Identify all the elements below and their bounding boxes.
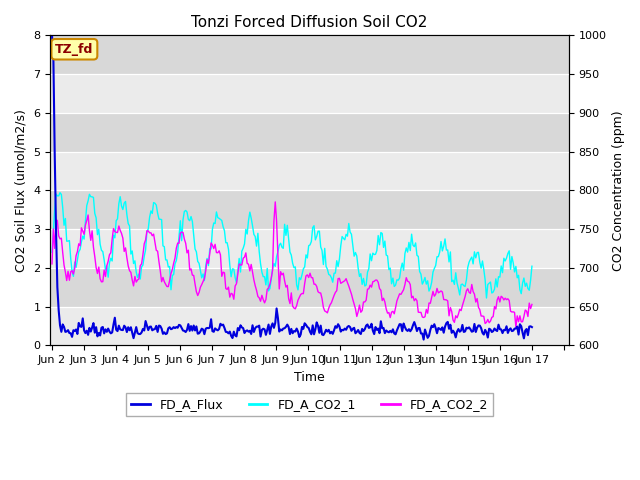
Bar: [51, 152, 569, 190]
Bar: [51, 268, 569, 307]
Bar: [51, 113, 569, 152]
Bar: [51, 74, 569, 113]
X-axis label: Time: Time: [294, 371, 325, 384]
Title: Tonzi Forced Diffusion Soil CO2: Tonzi Forced Diffusion Soil CO2: [191, 15, 428, 30]
Y-axis label: CO2 Concentration (ppm): CO2 Concentration (ppm): [612, 110, 625, 271]
Legend: FD_A_Flux, FD_A_CO2_1, FD_A_CO2_2: FD_A_Flux, FD_A_CO2_1, FD_A_CO2_2: [126, 394, 493, 417]
Bar: [51, 229, 569, 268]
Bar: [51, 190, 569, 229]
Bar: [51, 307, 569, 345]
Text: TZ_fd: TZ_fd: [55, 43, 93, 56]
Y-axis label: CO2 Soil Flux (umol/m2/s): CO2 Soil Flux (umol/m2/s): [15, 109, 28, 272]
Bar: [51, 36, 569, 74]
